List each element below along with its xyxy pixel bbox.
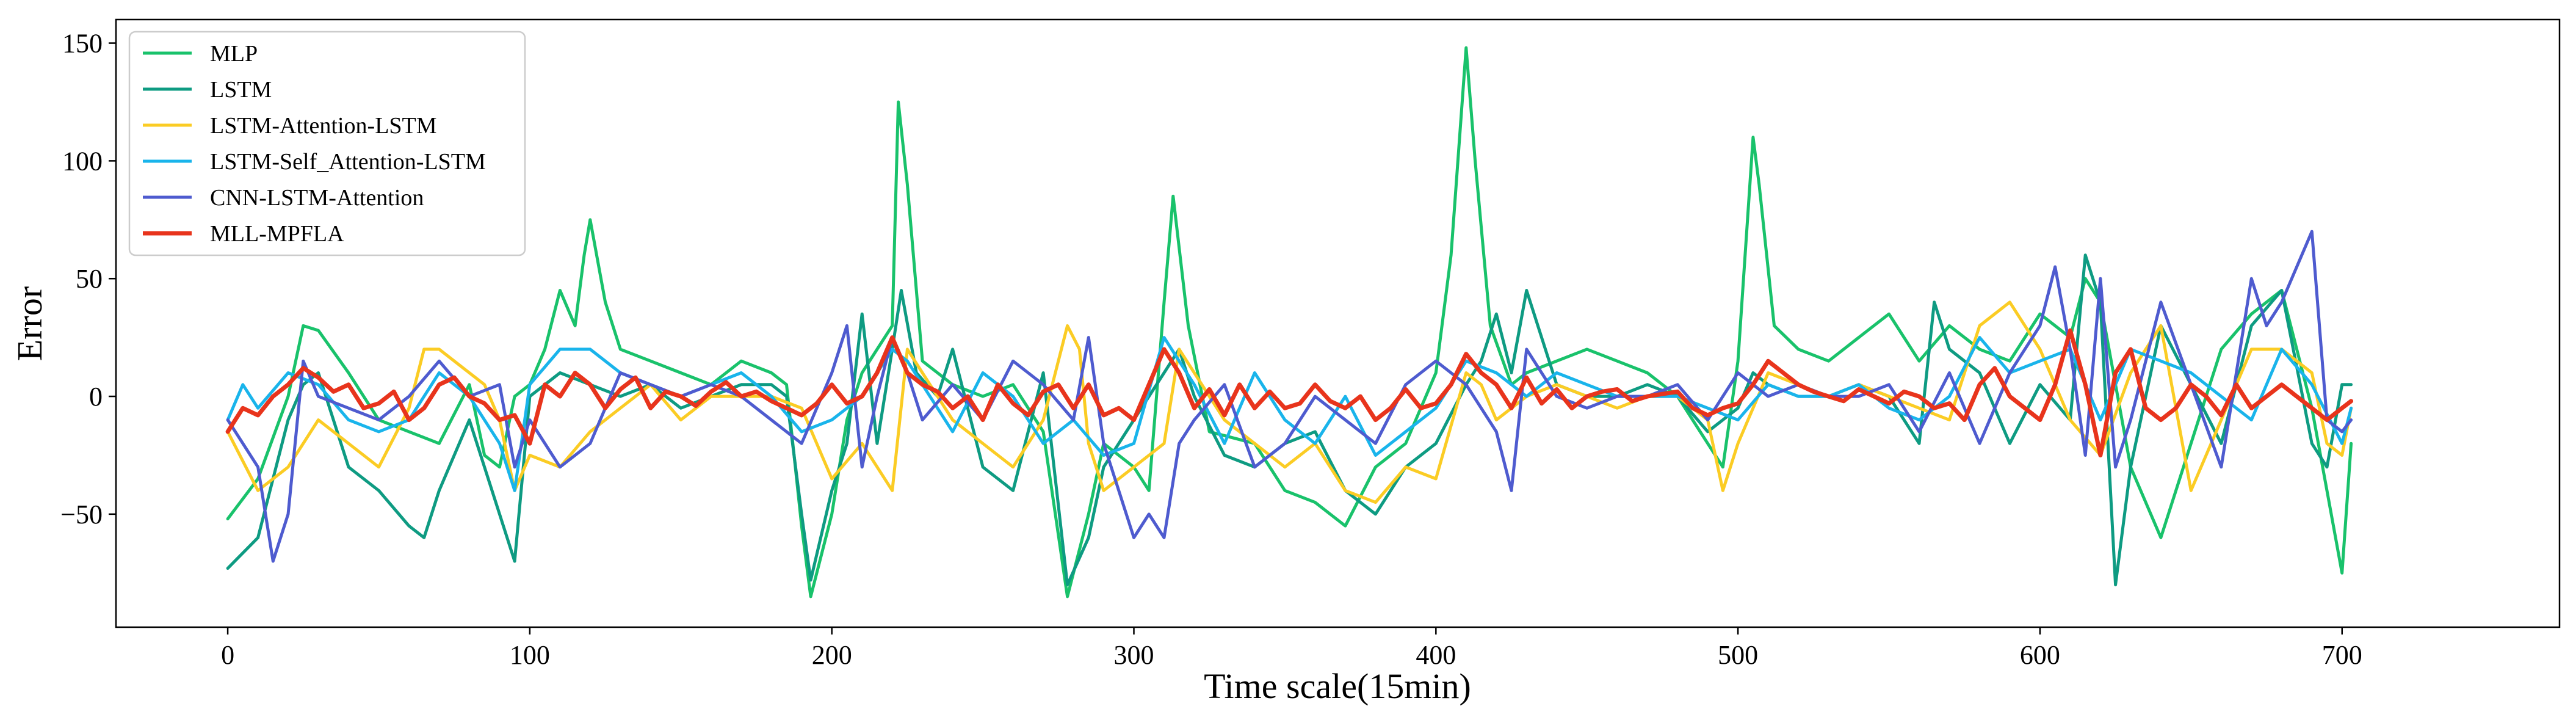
y-tick-label: 150 [62, 29, 103, 59]
legend-label-lstm-attention-lstm: LSTM-Attention-LSTM [210, 113, 437, 139]
x-tick-label: 600 [2020, 640, 2060, 670]
y-tick-label: 50 [76, 264, 103, 294]
legend-label-cnn-lstm-attention: CNN-LSTM-Attention [210, 185, 424, 211]
legend-box [128, 31, 526, 256]
legend: MLP LSTM LSTM-Attention-LSTM LSTM-Self_Atte… [128, 31, 526, 256]
series-line-mll-mpfla [225, 328, 2354, 457]
x-tick-label: 300 [1114, 640, 1154, 670]
y-tick-label: −50 [60, 500, 103, 529]
x-tick-label: 700 [2322, 640, 2362, 670]
x-tick-label: 500 [1718, 640, 1758, 670]
series-line-mlp [226, 46, 2353, 598]
y-axis-label: Error [10, 286, 49, 361]
x-axis-label: Time scale(15min) [1204, 666, 1471, 706]
x-axis-ticks: 0 100 200 300 400 500 600 700 [221, 627, 2362, 670]
y-axis-ticks: −50 0 50 100 150 [60, 29, 116, 529]
x-tick-label: 400 [1416, 640, 1456, 670]
legend-label-lstm-self-attention-lstm: LSTM-Self_Attention-LSTM [210, 149, 486, 175]
legend-label-mlp: MLP [210, 41, 258, 67]
legend-label-lstm: LSTM [210, 77, 272, 103]
y-tick-label: 100 [62, 146, 103, 176]
x-tick-label: 200 [812, 640, 852, 670]
plot-area-frame [115, 18, 2561, 628]
series-lines [225, 46, 2354, 598]
series-line-cnn-lstm-attention [226, 230, 2353, 563]
x-tick-label: 100 [510, 640, 550, 670]
x-tick-label: 0 [221, 640, 234, 670]
series-line-lstm-self-attention-lstm [226, 336, 2353, 492]
series-line-lstm-attention-lstm [226, 300, 2353, 504]
legend-label-mll-mpfla: MLL-MPFLA [210, 221, 344, 247]
y-tick-label: 0 [89, 382, 103, 412]
